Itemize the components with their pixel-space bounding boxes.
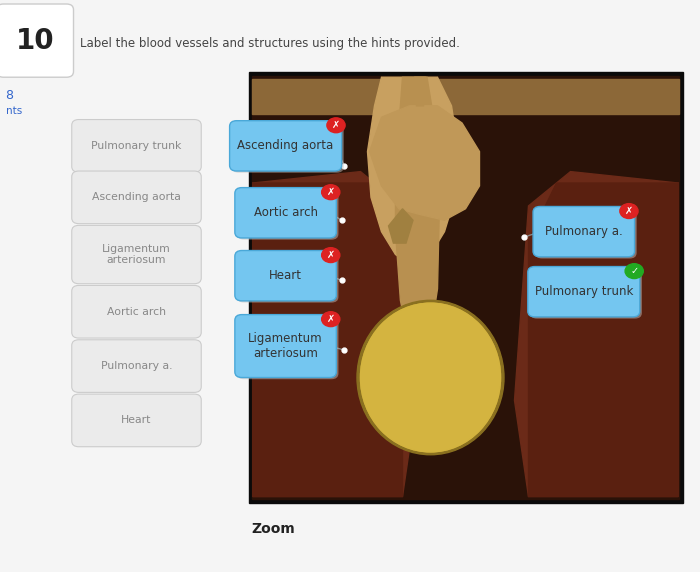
Polygon shape	[528, 183, 678, 496]
Circle shape	[625, 264, 643, 279]
Polygon shape	[253, 172, 416, 496]
FancyBboxPatch shape	[71, 120, 202, 172]
FancyBboxPatch shape	[237, 252, 338, 303]
Text: Pulmonary a.: Pulmonary a.	[545, 225, 623, 238]
FancyBboxPatch shape	[71, 394, 202, 447]
Text: ✗: ✗	[327, 250, 335, 260]
Polygon shape	[395, 77, 440, 358]
Text: Ligamentum
arteriosum: Ligamentum arteriosum	[248, 332, 323, 360]
FancyBboxPatch shape	[0, 4, 74, 77]
Bar	[252, 76, 679, 499]
FancyBboxPatch shape	[232, 122, 344, 173]
Polygon shape	[389, 209, 413, 243]
FancyBboxPatch shape	[237, 189, 338, 240]
Text: Zoom: Zoom	[251, 522, 295, 536]
FancyBboxPatch shape	[530, 268, 642, 319]
Circle shape	[321, 185, 340, 200]
FancyBboxPatch shape	[71, 225, 202, 284]
Text: ✓: ✓	[630, 266, 638, 276]
FancyBboxPatch shape	[71, 340, 202, 392]
FancyBboxPatch shape	[234, 188, 336, 238]
Text: 10: 10	[15, 27, 55, 54]
Text: Heart: Heart	[121, 415, 152, 426]
Text: ✗: ✗	[327, 314, 335, 324]
Circle shape	[321, 248, 340, 263]
Text: Pulmonary trunk: Pulmonary trunk	[91, 141, 182, 151]
Polygon shape	[370, 106, 480, 220]
Circle shape	[620, 204, 638, 219]
Text: 8: 8	[6, 89, 13, 102]
Text: Label the blood vessels and structures using the hints provided.: Label the blood vessels and structures u…	[80, 37, 461, 50]
Bar	[248, 72, 682, 503]
FancyBboxPatch shape	[71, 171, 202, 224]
Polygon shape	[368, 77, 458, 266]
Polygon shape	[514, 172, 678, 496]
Text: Ascending aorta: Ascending aorta	[237, 140, 334, 152]
Circle shape	[321, 312, 340, 327]
Text: Ligamentum
arteriosum: Ligamentum arteriosum	[102, 244, 171, 265]
Text: Aortic arch: Aortic arch	[253, 206, 318, 219]
Text: Ascending aorta: Ascending aorta	[92, 192, 181, 202]
FancyBboxPatch shape	[234, 251, 336, 301]
Circle shape	[327, 118, 345, 133]
FancyBboxPatch shape	[71, 285, 202, 338]
Ellipse shape	[360, 303, 500, 452]
FancyBboxPatch shape	[533, 206, 634, 257]
Polygon shape	[253, 183, 402, 496]
Ellipse shape	[360, 303, 500, 452]
Text: nts: nts	[6, 106, 22, 116]
Text: Aortic arch: Aortic arch	[107, 307, 166, 317]
FancyBboxPatch shape	[535, 208, 637, 259]
Text: ✗: ✗	[327, 187, 335, 197]
Text: Pulmonary trunk: Pulmonary trunk	[535, 285, 633, 298]
Text: Heart: Heart	[269, 269, 302, 282]
FancyBboxPatch shape	[528, 267, 640, 317]
FancyBboxPatch shape	[230, 121, 342, 171]
Text: ✗: ✗	[332, 120, 340, 130]
Ellipse shape	[357, 300, 504, 455]
Polygon shape	[414, 77, 426, 106]
FancyBboxPatch shape	[234, 315, 336, 378]
FancyBboxPatch shape	[237, 316, 338, 379]
Text: ✗: ✗	[625, 206, 633, 216]
Bar	[252, 79, 679, 114]
Text: Pulmonary a.: Pulmonary a.	[101, 361, 172, 371]
